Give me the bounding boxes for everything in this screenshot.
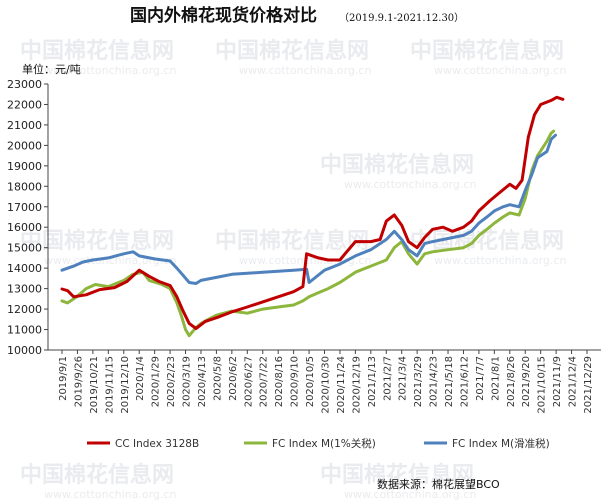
watermark-url: www.cottonchina.org.cn: [344, 178, 476, 191]
y-tick-label: 18000: [7, 180, 42, 193]
y-tick-label: 16000: [7, 221, 42, 234]
series-line-fc-index-1pct: [60, 129, 556, 338]
x-tick-label: 2021/6/12: [459, 356, 470, 407]
x-tick-label: 2021/11/9: [552, 356, 563, 407]
x-tick-label: 2020/8/16: [274, 356, 285, 407]
x-tick-label: 2020/1/29: [151, 356, 162, 407]
legend-label-fc-index-sliding: FC Index M(滑准税): [452, 437, 550, 450]
x-tick-label: 2021/8/26: [506, 356, 517, 407]
y-tick-label: 21000: [7, 119, 42, 132]
x-tick-label: 2019/11/15: [104, 356, 115, 414]
y-tick-label: 20000: [7, 139, 42, 152]
x-tick-label: 2020/3/19: [182, 356, 193, 407]
x-tick-label: 2020/4/13: [197, 356, 208, 407]
x-tick-label: 2020/10/5: [305, 356, 316, 407]
x-tick-label: 2020/11/24: [336, 356, 347, 414]
x-tick-label: 2021/10/15: [537, 356, 548, 414]
x-tick-label: 2021/3/29: [413, 356, 424, 407]
watermark-text: 中国棉花信息网: [410, 38, 564, 64]
watermark-url: www.cottonchina.org.cn: [44, 64, 176, 77]
x-tick-label: 2019/9/26: [73, 356, 84, 407]
x-tick-label: 2021/4/23: [429, 356, 440, 407]
y-tick-label: 11000: [7, 324, 42, 337]
x-tick-label: 2020/9/10: [290, 356, 301, 407]
chart-title: 国内外棉花现货价格对比: [130, 5, 317, 26]
watermark-url: www.cottonchina.org.cn: [44, 488, 176, 501]
watermark-text: 中国棉花信息网: [320, 152, 474, 178]
y-tick-label: 12000: [7, 303, 42, 316]
y-axis-ticks: 10000 11000 12000 13000 14000 15000 16000 17000…: [7, 78, 48, 357]
x-axis-ticks: 2019/9/1 2019/9/26 2019/10/21 2019/11/15 201…: [58, 350, 594, 414]
x-tick-label: 2021/3/4: [398, 356, 409, 401]
y-tick-label: 14000: [7, 262, 42, 275]
y-tick-label: 22000: [7, 98, 42, 111]
watermark-text: 中国棉花信息网: [215, 38, 369, 64]
x-tick-label: 2021/2/7: [382, 356, 393, 401]
x-tick-label: 2020/6/2: [228, 356, 239, 401]
x-tick-label: 2021/12/29: [583, 356, 594, 414]
y-tick-label: 23000: [7, 78, 42, 91]
x-tick-label: 2021/5/18: [444, 356, 455, 407]
watermark-url: www.cottonchina.org.cn: [239, 64, 371, 77]
x-tick-label: 2020/2/23: [166, 356, 177, 407]
series-lines: [60, 95, 565, 338]
x-tick-label: 2021/1/13: [367, 356, 378, 407]
x-tick-label: 2020/10/30: [321, 356, 332, 414]
x-tick-label: 2021/9/20: [521, 356, 532, 407]
legend-label-fc-index-1pct: FC Index M(1%关税): [272, 437, 376, 450]
watermark-text: 中国棉花信息网: [320, 462, 474, 488]
legend-label-cc-index: CC Index 3128B: [115, 438, 199, 450]
series-line-cc-index: [60, 95, 565, 330]
x-tick-label: 2020/7/22: [259, 356, 270, 407]
x-tick-label: 2019/9/1: [58, 356, 69, 401]
series-line-fc-index-sliding: [60, 133, 557, 285]
watermark-url: www.cottonchina.org.cn: [434, 254, 566, 267]
chart-subtitle: （2019.9.1-2021.12.30）: [339, 12, 464, 24]
x-tick-label: 2020/1/4: [135, 356, 146, 401]
x-tick-label: 2021/8/1: [490, 356, 501, 401]
y-tick-label: 17000: [7, 201, 42, 214]
unit-label: 单位：元/吨: [22, 62, 81, 76]
x-tick-label: 2020/12/19: [351, 356, 362, 414]
y-tick-label: 19000: [7, 160, 42, 173]
y-tick-label: 10000: [7, 344, 42, 357]
watermark-text: 中国棉花信息网: [20, 38, 174, 64]
x-tick-label: 2021/7/7: [475, 356, 486, 401]
x-tick-label: 2019/12/10: [120, 356, 131, 414]
legend: CC Index 3128B FC Index M(1%关税) FC Index…: [87, 437, 550, 450]
x-tick-label: 2020/6/27: [243, 356, 254, 407]
watermark-url: www.cottonchina.org.cn: [434, 64, 566, 77]
x-tick-label: 2019/10/21: [89, 356, 100, 414]
source-note: 数据来源：棉花展望BCO: [377, 477, 500, 491]
watermark-text: 中国棉花信息网: [20, 462, 174, 488]
watermark-url: www.cottonchina.org.cn: [344, 488, 476, 501]
x-tick-label: 2020/5/8: [212, 356, 223, 401]
x-tick-label: 2021/12/4: [568, 356, 579, 407]
y-tick-label: 13000: [7, 283, 42, 296]
y-tick-label: 15000: [7, 242, 42, 255]
watermark-text: 中国棉花信息网: [215, 228, 369, 254]
watermark-text: 中国棉花信息网: [20, 228, 174, 254]
